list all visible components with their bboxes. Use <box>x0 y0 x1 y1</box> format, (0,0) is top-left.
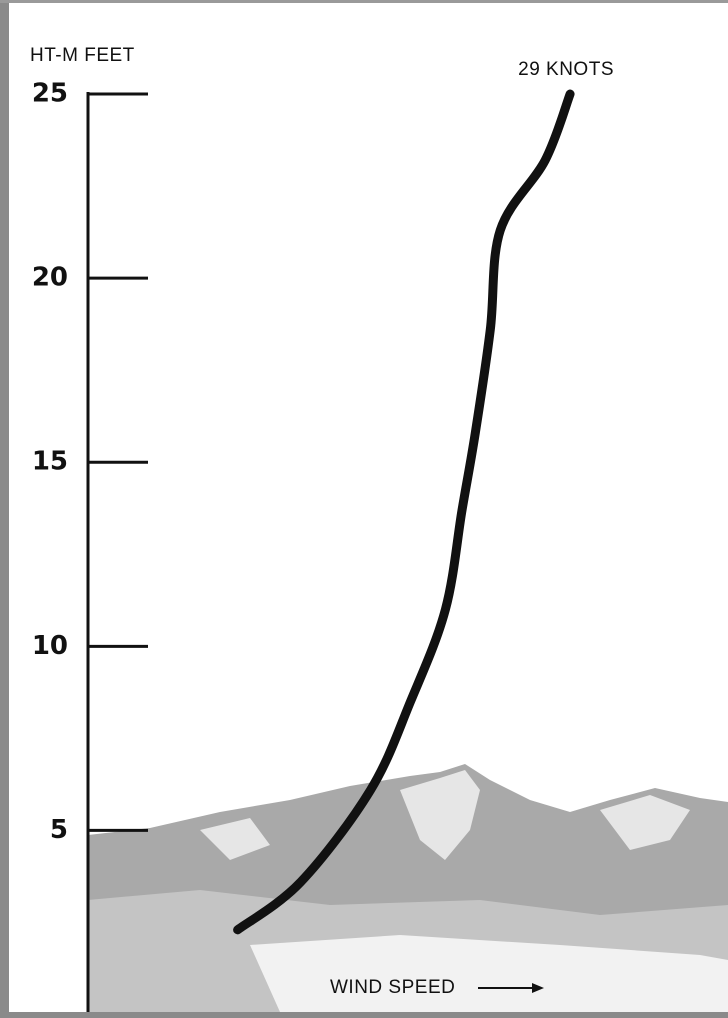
x-arrow <box>478 983 544 993</box>
meadow <box>250 935 728 1012</box>
arrow-head <box>532 983 544 993</box>
wind-profile <box>233 89 575 935</box>
annotation: 29 KNOTS <box>518 59 614 80</box>
snow-patch <box>200 770 690 860</box>
y-axis-label: HT-M FEET <box>30 45 135 66</box>
frame-left <box>0 0 9 1018</box>
y-tick-label: 10 <box>32 631 68 661</box>
y-tick-label: 15 <box>32 447 68 477</box>
y-tick-label: 25 <box>32 79 68 109</box>
frame-bottom <box>0 1012 728 1018</box>
y-tick-label: 5 <box>50 815 68 845</box>
x-axis-label: WIND SPEED <box>330 977 455 998</box>
y-tick-label: 20 <box>32 263 68 293</box>
frame-top <box>0 0 728 3</box>
